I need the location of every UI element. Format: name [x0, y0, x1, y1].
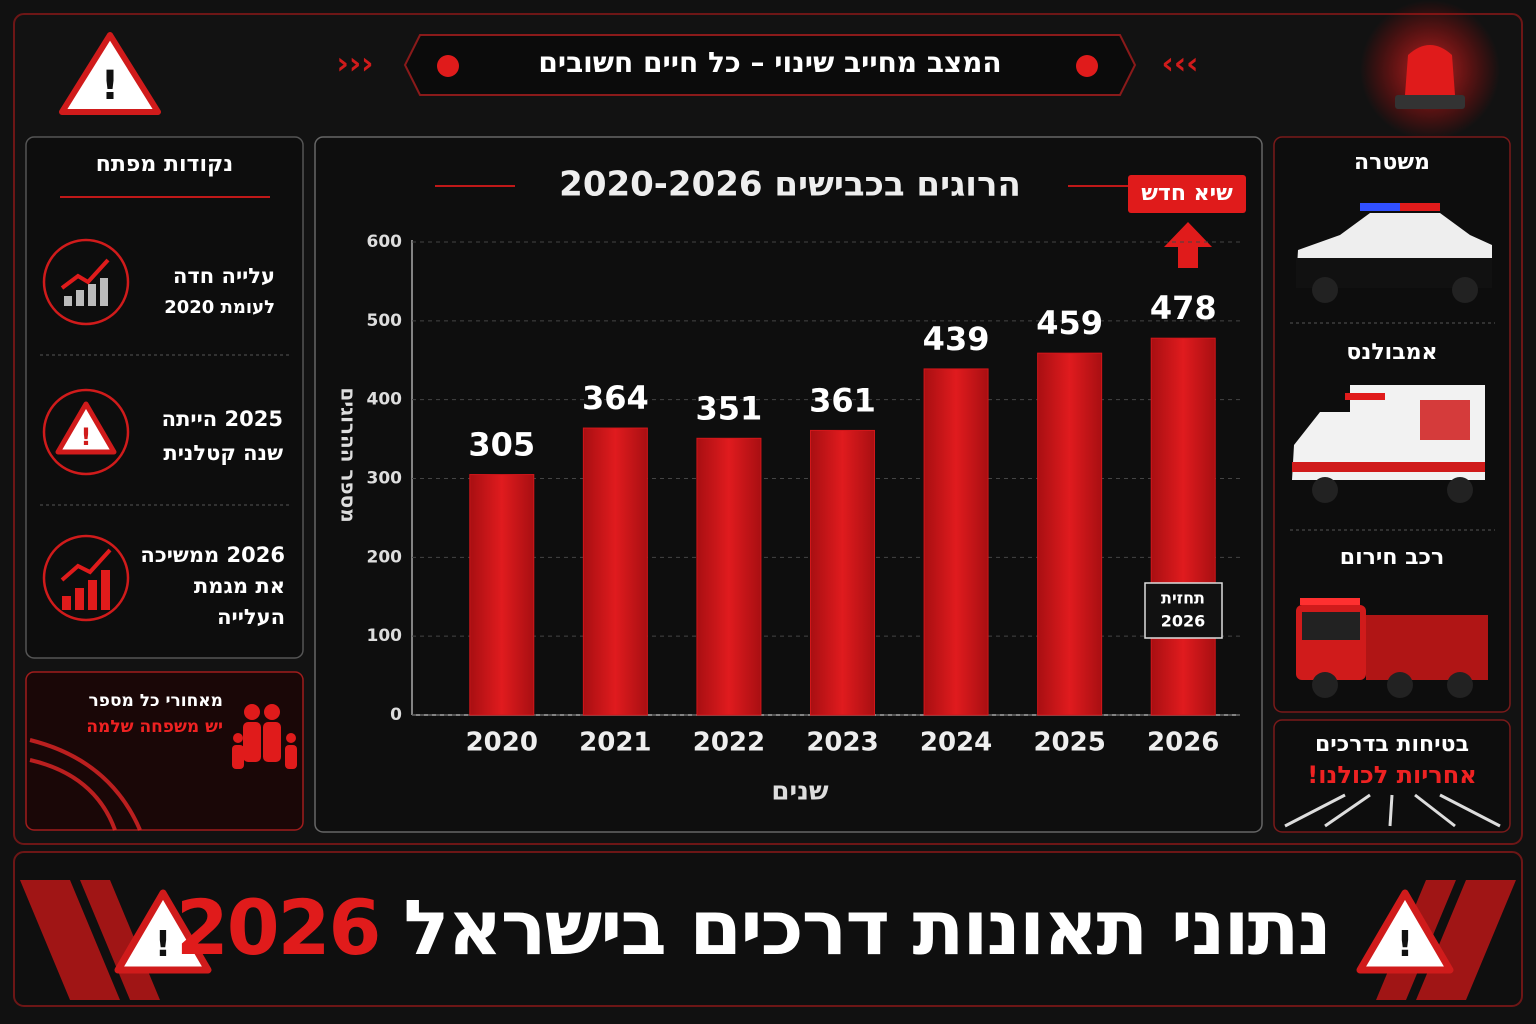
fire-truck: [1296, 598, 1488, 698]
y-tick-label: 300: [367, 469, 403, 489]
footer-year: 2026: [175, 883, 382, 972]
safety-panel: [1273, 719, 1511, 833]
x-tick-label: 2023: [806, 728, 878, 758]
chart-panel: [314, 136, 1263, 833]
warning-mark: !: [101, 63, 119, 109]
siren-small: [1076, 55, 1098, 77]
footer-box: [13, 851, 1523, 1007]
x-tick-label: 2025: [1033, 728, 1105, 758]
key-point-line: 2025 הייתה: [161, 407, 283, 431]
vehicle-label: רכב חירום: [1339, 545, 1445, 570]
y-tick-label: 400: [367, 390, 403, 410]
bar: [1150, 337, 1216, 716]
warning-icon: [55, 401, 117, 455]
chevrons: ‹‹‹: [1161, 47, 1198, 82]
value-label: 351: [696, 389, 763, 427]
peak-label: שיא חדש: [1141, 181, 1233, 206]
warning-mark: !: [1397, 924, 1413, 965]
x-tick-label: 2024: [920, 728, 992, 758]
key-point: עלייה חדה לעומת 2020: [135, 260, 275, 324]
y-tick-label: 500: [367, 311, 403, 331]
value-label: 459: [1036, 304, 1103, 342]
family-panel: [25, 671, 304, 831]
y-tick-label: 0: [390, 705, 402, 725]
peak-badge: [1128, 175, 1246, 213]
bar: [923, 368, 989, 716]
family-note-line: יש משפחה שלמה: [86, 717, 223, 737]
ambulance: [1292, 385, 1485, 503]
warning-icon: [59, 32, 161, 115]
key-points-title: נקודות מפתח: [95, 152, 234, 177]
trend-arrow: [60, 258, 110, 290]
road: [1284, 793, 1501, 828]
value-label: 305: [468, 426, 535, 464]
footer-text: נתוני תאונות דרכים בישראל: [403, 883, 1332, 972]
value-label: 439: [923, 320, 990, 358]
plot: 0 100 200 300 400 500 600 2020 305 2021 364 2022 351…: [367, 232, 1240, 758]
key-point-line: את מגמת: [193, 574, 285, 598]
x-tick-label: 2020: [466, 728, 538, 758]
x-tick-label: 2026: [1147, 728, 1219, 758]
trend-arrow: [60, 548, 112, 582]
peak-arrow: [1164, 222, 1212, 268]
key-point: 2026 ממשיכה את מגמת העלייה: [135, 540, 285, 633]
forecast-box: [1144, 582, 1223, 639]
y-axis-title: מספר ההרוגים: [337, 387, 361, 522]
forecast-label: תחזית: [1161, 589, 1205, 608]
road: [29, 738, 142, 831]
vehicle-label: משטרה: [1354, 150, 1430, 175]
family-icon: [232, 704, 297, 769]
key-points-panel: [25, 136, 304, 659]
key-point-line: שנה קטלנית: [163, 441, 283, 465]
warning-icon: [114, 889, 212, 974]
police-car: [1296, 203, 1492, 303]
bar: [469, 474, 535, 716]
warning-icon: [1356, 889, 1454, 974]
siren-base: [1395, 95, 1465, 109]
bar: [582, 427, 648, 716]
x-axis-title: שנים: [771, 777, 829, 807]
value-label: 364: [582, 379, 649, 417]
y-tick-label: 600: [367, 232, 403, 252]
safety-line: אחריות לכולנו!: [1307, 761, 1477, 789]
vehicle-label: אמבולנס: [1346, 340, 1438, 365]
key-point-line: 2026 ממשיכה: [140, 543, 285, 567]
warning-mark: !: [155, 924, 171, 965]
bar: [696, 437, 762, 716]
key-point-line: לעומת 2020: [164, 297, 275, 318]
family-note: מאחורי כל מספר יש משפחה שלמה: [40, 688, 223, 740]
trend-icon: [64, 278, 108, 306]
banner-box: [403, 34, 1137, 96]
value-label: 361: [809, 381, 876, 419]
x-tick-label: 2021: [579, 728, 651, 758]
value-label: 478: [1150, 289, 1217, 327]
bar: [1037, 352, 1103, 716]
bar: [810, 429, 875, 716]
siren: [1405, 45, 1455, 95]
x-tick-label: 2022: [693, 728, 765, 758]
footer-title: נתוני תאונות דרכים בישראל2026: [176, 880, 1332, 976]
forecast-label: 2026: [1161, 612, 1206, 631]
chart-title: הרוגים בכבישים 2020-2026: [559, 165, 1021, 205]
safety-note: בטיחות בדרכים אחריות לכולנו!: [1274, 730, 1510, 790]
banner: המצב מחייב שינוי – כל חיים חשובים: [538, 46, 1002, 79]
warning-mark: !: [81, 423, 92, 451]
key-point: 2025 הייתה שנה קטלנית: [135, 402, 283, 470]
siren-small: [437, 55, 459, 77]
trend-icon: [62, 570, 110, 610]
icon-group: [42, 238, 130, 622]
key-point-line: עלייה חדה: [173, 264, 275, 288]
y-tick-label: 100: [367, 626, 403, 646]
safety-line: בטיחות בדרכים: [1314, 732, 1470, 757]
key-point-line: העלייה: [217, 605, 285, 629]
family-note-line: מאחורי כל מספר: [88, 691, 223, 711]
y-tick-label: 200: [367, 547, 403, 567]
chevrons: ›››: [336, 47, 373, 82]
